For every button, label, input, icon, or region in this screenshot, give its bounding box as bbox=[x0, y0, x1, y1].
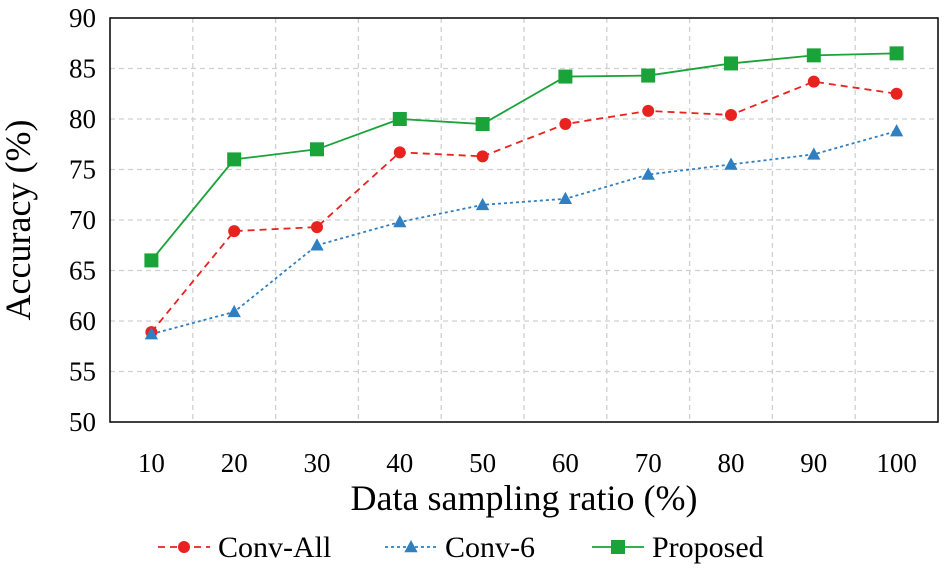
y-axis-title: Accuracy (%) bbox=[0, 120, 38, 321]
data-point-proposed bbox=[889, 46, 904, 61]
y-tick-label: 85 bbox=[69, 54, 96, 84]
legend-marker-conv-6 bbox=[404, 540, 418, 553]
data-point-proposed bbox=[641, 68, 656, 83]
data-point-conv-6 bbox=[310, 238, 324, 251]
x-tick-label: 30 bbox=[304, 448, 331, 478]
data-point-proposed bbox=[144, 253, 159, 268]
legend-label-conv-6: Conv-6 bbox=[445, 531, 535, 564]
legend: Conv-All Conv-6 Proposed bbox=[158, 531, 764, 564]
plot-area-frame bbox=[109, 17, 939, 423]
x-tick-label: 10 bbox=[138, 448, 165, 478]
series-line-proposed bbox=[150, 52, 897, 261]
series-proposed bbox=[144, 46, 904, 268]
data-point-conv-6 bbox=[475, 197, 490, 211]
y-tick-label: 90 bbox=[69, 3, 96, 33]
gridlines bbox=[110, 18, 938, 422]
data-point-conv-all bbox=[725, 108, 737, 121]
data-point-conv-6 bbox=[807, 147, 821, 160]
series-conv-all bbox=[145, 75, 903, 339]
legend-marker-proposed bbox=[611, 540, 625, 554]
x-tick-label: 50 bbox=[469, 448, 496, 478]
data-point-conv-all bbox=[559, 118, 572, 131]
data-point-conv-all bbox=[807, 75, 820, 88]
data-point-proposed bbox=[558, 69, 573, 84]
y-tick-label: 60 bbox=[69, 306, 96, 336]
legend-label-conv-all: Conv-All bbox=[218, 531, 331, 564]
data-point-conv-6 bbox=[393, 215, 407, 228]
data-point-proposed bbox=[806, 48, 821, 63]
y-tick-label: 55 bbox=[69, 357, 96, 387]
legend-marker-conv-all bbox=[178, 541, 190, 553]
data-point-proposed bbox=[227, 152, 242, 167]
series-line-conv-all bbox=[150, 80, 897, 333]
y-tick-label: 75 bbox=[69, 155, 96, 185]
series-line-conv-6 bbox=[151, 130, 897, 335]
x-tick-label: 100 bbox=[876, 448, 917, 478]
x-tick-label: 90 bbox=[800, 448, 827, 478]
x-tick-label: 40 bbox=[386, 448, 413, 478]
data-point-conv-6 bbox=[558, 191, 573, 205]
data-point-proposed bbox=[724, 56, 738, 71]
x-tick-label: 80 bbox=[718, 448, 745, 478]
data-point-conv-all bbox=[476, 150, 489, 163]
data-point-conv-all bbox=[890, 87, 903, 100]
legend-item-conv-6: Conv-6 bbox=[385, 531, 535, 564]
y-tick-label: 70 bbox=[69, 205, 96, 235]
x-tick-label: 60 bbox=[552, 448, 579, 478]
data-point-conv-6 bbox=[227, 304, 241, 318]
series-conv-6 bbox=[144, 124, 904, 340]
data-point-conv-6 bbox=[641, 167, 655, 180]
data-point-proposed bbox=[475, 117, 490, 132]
y-tick-label: 50 bbox=[69, 407, 96, 437]
y-tick-label: 65 bbox=[69, 256, 96, 286]
y-tick-label: 80 bbox=[69, 104, 96, 134]
data-point-conv-all bbox=[311, 221, 323, 234]
series-layer bbox=[144, 46, 904, 340]
legend-item-conv-all: Conv-All bbox=[158, 531, 331, 564]
data-point-conv-all bbox=[393, 146, 406, 159]
x-tick-label: 70 bbox=[635, 448, 662, 478]
data-point-proposed bbox=[392, 112, 407, 126]
data-point-conv-6 bbox=[724, 157, 738, 170]
data-point-conv-6 bbox=[889, 124, 904, 137]
x-tick-label: 20 bbox=[221, 448, 248, 478]
data-point-conv-all bbox=[642, 104, 655, 117]
y-axis-ticks: 50 55 60 65 70 75 80 85 90 bbox=[69, 3, 96, 437]
data-point-proposed bbox=[310, 142, 324, 157]
data-point-conv-all bbox=[228, 225, 241, 238]
x-axis-title: Data sampling ratio (%) bbox=[351, 478, 698, 518]
legend-label-proposed: Proposed bbox=[652, 531, 764, 564]
x-axis-ticks: 10 20 30 40 50 60 70 80 90 100 bbox=[138, 448, 917, 478]
data-point-conv-6 bbox=[144, 327, 159, 340]
legend-item-proposed: Proposed bbox=[592, 531, 764, 564]
